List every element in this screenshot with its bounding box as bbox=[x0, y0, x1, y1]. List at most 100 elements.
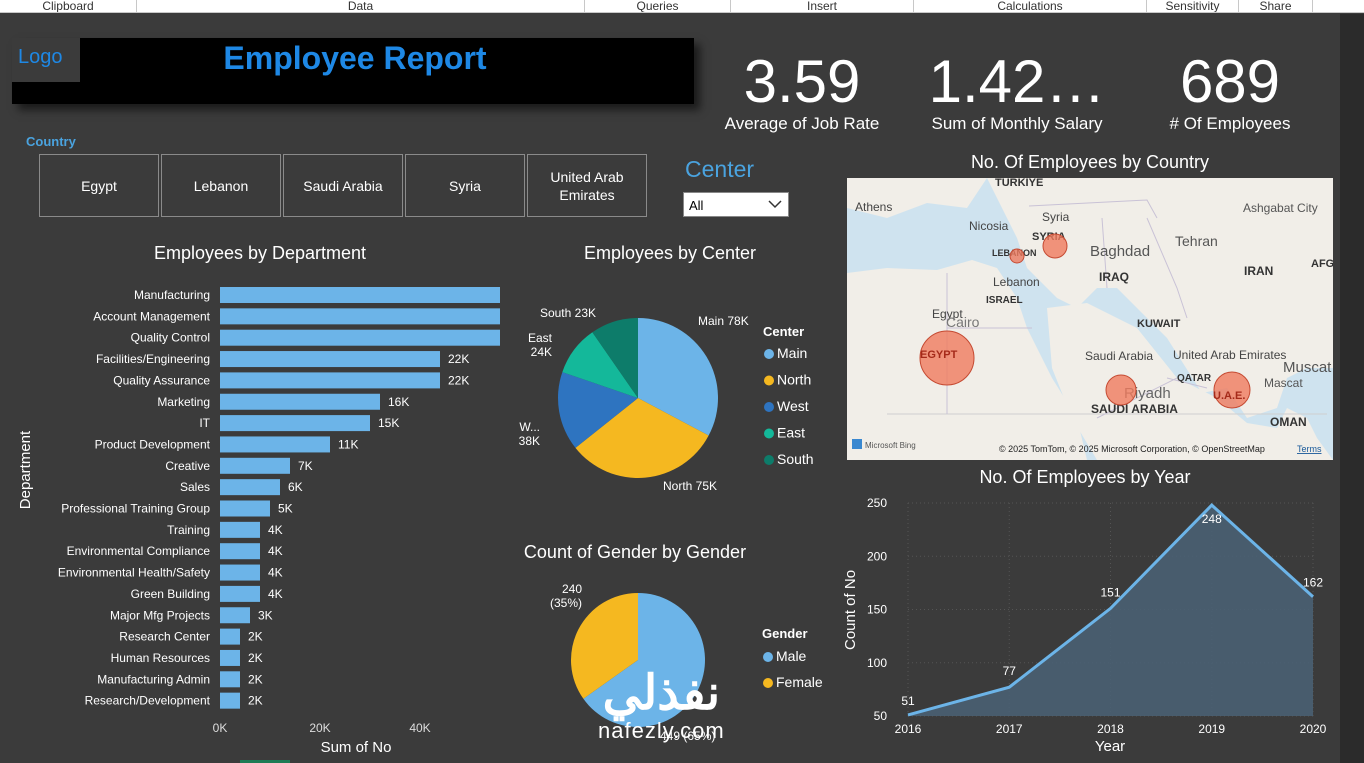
dept-x-axis-label: Sum of No bbox=[321, 739, 392, 756]
map-bubble-egypt[interactable] bbox=[919, 330, 975, 386]
map-bubble-lebanon[interactable] bbox=[1009, 248, 1025, 264]
employees-map[interactable]: TÜRKIYE Athens Nicosia Syria SYRIA Baghd… bbox=[847, 178, 1333, 460]
kpi-label: Average of Job Rate bbox=[724, 114, 880, 133]
center-slicer-title: Center bbox=[685, 156, 755, 182]
map-label-baghdad: Baghdad bbox=[1090, 243, 1150, 260]
dept-bar[interactable] bbox=[220, 692, 240, 709]
center-slice[interactable] bbox=[638, 318, 718, 436]
dept-bar[interactable] bbox=[220, 479, 280, 496]
map-copyright[interactable]: © 2025 TomTom, © 2025 Microsoft Corporat… bbox=[999, 444, 1265, 454]
center-slice[interactable] bbox=[592, 318, 638, 398]
dept-chart[interactable]: Manufacturing48KAccount Management30KQua… bbox=[0, 270, 500, 760]
map-bubble-uae[interactable] bbox=[1213, 371, 1251, 409]
gender-slice[interactable] bbox=[571, 593, 638, 699]
dept-bar[interactable] bbox=[220, 649, 240, 666]
map-bubble-saudi-arabia[interactable] bbox=[1105, 374, 1137, 406]
kpi-employees[interactable]: 689 # Of Employees bbox=[1140, 52, 1320, 134]
dept-bar[interactable] bbox=[220, 564, 260, 581]
country-option-egypt[interactable]: Egypt bbox=[39, 154, 159, 217]
gender-pie-chart[interactable]: 449 (65%) 240 (35%) Gender Male Female bbox=[500, 570, 840, 750]
gender-legend-item: Female bbox=[776, 674, 823, 690]
dept-category-label: Major Mfg Projects bbox=[110, 608, 210, 622]
year-area-chart[interactable]: 50 100 150 200 250 2016 2017 2018 2019 2020 51 77 1… bbox=[835, 490, 1340, 760]
dept-bar[interactable] bbox=[220, 393, 380, 410]
center-slice[interactable] bbox=[575, 398, 709, 478]
map-label-israel: ISRAEL bbox=[986, 295, 1023, 306]
dept-category-label: Manufacturing Admin bbox=[97, 672, 210, 686]
map-terms-link[interactable]: Terms bbox=[1297, 444, 1322, 454]
center-slice[interactable] bbox=[558, 372, 638, 448]
map-label-egypt-city: Egypt bbox=[932, 307, 963, 321]
gender-slice[interactable] bbox=[583, 593, 705, 727]
dept-bar[interactable] bbox=[220, 543, 260, 560]
dept-bar-value-label: 4K bbox=[268, 566, 283, 580]
kpi-job-rate[interactable]: 3.59 Average of Job Rate bbox=[712, 52, 892, 134]
ribbon-data[interactable]: Data bbox=[137, 0, 585, 12]
year-line[interactable] bbox=[907, 503, 1315, 717]
dept-category-label: Training bbox=[167, 523, 210, 537]
dept-bar[interactable] bbox=[220, 329, 500, 346]
country-option-saudi-arabia[interactable]: Saudi Arabia bbox=[283, 154, 403, 217]
ribbon-sensitivity[interactable]: Sensitivity bbox=[1147, 0, 1239, 12]
dept-bar[interactable] bbox=[220, 585, 260, 602]
dept-bar-value-label: 4K bbox=[268, 544, 283, 558]
map-label-afg: AFG bbox=[1311, 258, 1333, 270]
dept-bar[interactable] bbox=[220, 351, 440, 368]
center-chart-title: Employees by Center bbox=[583, 243, 757, 263]
country-option-lebanon[interactable]: Lebanon bbox=[161, 154, 281, 217]
year-y-tick: 250 bbox=[867, 496, 887, 510]
map-label-athens: Athens bbox=[855, 200, 892, 214]
page-tab-indicator[interactable] bbox=[240, 760, 290, 763]
dept-bar[interactable] bbox=[220, 415, 370, 432]
dept-category-label: Quality Control bbox=[131, 331, 210, 345]
dept-bar[interactable] bbox=[220, 628, 240, 645]
center-legend-dot bbox=[764, 375, 774, 386]
year-area-fill bbox=[908, 505, 1313, 716]
center-dropdown[interactable]: All bbox=[683, 192, 789, 217]
dept-bar-value-label: 15K bbox=[378, 416, 399, 430]
dept-x-tick-20k: 20K bbox=[309, 721, 330, 735]
center-legend-title: Center bbox=[763, 324, 804, 339]
dept-bar[interactable] bbox=[220, 287, 500, 303]
country-option-syria[interactable]: Syria bbox=[405, 154, 525, 217]
watermark: نفذلي nafezly.com bbox=[598, 670, 725, 744]
gender-data-label: 240 (35%) bbox=[550, 582, 582, 610]
dept-bar[interactable] bbox=[220, 436, 330, 453]
dept-category-label: Account Management bbox=[93, 309, 210, 323]
year-y-tick: 100 bbox=[867, 656, 887, 670]
dept-bar[interactable] bbox=[220, 500, 270, 517]
logo: Logo bbox=[12, 38, 80, 82]
dept-category-label: Product Development bbox=[95, 437, 211, 451]
map-label-uae-city: United Arab Emirates bbox=[1173, 348, 1286, 362]
map-label-uae: U.A.E. bbox=[1213, 390, 1245, 402]
dept-bar[interactable] bbox=[220, 607, 250, 624]
dept-bar[interactable] bbox=[220, 372, 440, 389]
gender-legend-dot bbox=[763, 678, 773, 688]
country-slicer-title: Country bbox=[26, 134, 76, 149]
dept-category-label: Research Center bbox=[119, 630, 210, 644]
dept-bar[interactable] bbox=[220, 308, 500, 325]
country-option-uae[interactable]: United Arab Emirates bbox=[527, 154, 647, 217]
ribbon-calculations[interactable]: Calculations bbox=[914, 0, 1147, 12]
dept-category-label: Human Resources bbox=[111, 651, 210, 665]
ribbon-clipboard[interactable]: Clipboard bbox=[0, 0, 137, 12]
gender-data-label: 449 (65%) bbox=[660, 729, 715, 743]
map-bubble-syria[interactable] bbox=[1042, 233, 1068, 259]
year-x-tick: 2017 bbox=[996, 722, 1023, 736]
dept-bar[interactable] bbox=[220, 671, 240, 688]
ribbon-share[interactable]: Share bbox=[1239, 0, 1313, 12]
map-label-nicosia: Nicosia bbox=[969, 219, 1009, 233]
dept-category-label: Manufacturing bbox=[134, 288, 210, 302]
center-pie-chart[interactable]: Main 78K North 75K W... 38K East 24K South 23K… bbox=[500, 270, 840, 510]
center-legend-dot bbox=[764, 402, 774, 412]
map-canvas: TÜRKIYE Athens Nicosia Syria SYRIA Baghd… bbox=[847, 178, 1333, 460]
kpi-monthly-salary[interactable]: 1.42… Sum of Monthly Salary bbox=[917, 52, 1117, 134]
dept-bar-value-label: 2K bbox=[248, 672, 263, 686]
bing-icon bbox=[852, 439, 862, 449]
center-slice[interactable] bbox=[562, 332, 638, 398]
ribbon-insert[interactable]: Insert bbox=[731, 0, 914, 12]
year-y-axis-label: Count of No bbox=[842, 570, 859, 650]
dept-bar[interactable] bbox=[220, 521, 260, 538]
ribbon-queries[interactable]: Queries bbox=[585, 0, 731, 12]
dept-bar[interactable] bbox=[220, 457, 290, 474]
